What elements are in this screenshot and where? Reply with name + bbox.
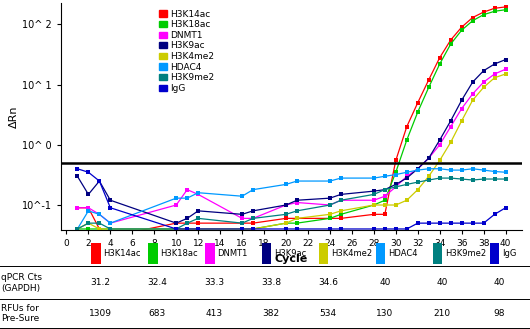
Bar <box>91 243 101 264</box>
Text: H3K9me2: H3K9me2 <box>445 249 486 258</box>
X-axis label: Cycle: Cycle <box>275 254 308 264</box>
Text: 40: 40 <box>436 278 447 288</box>
Text: 413: 413 <box>206 309 223 318</box>
Bar <box>433 243 443 264</box>
Text: 33.3: 33.3 <box>204 278 224 288</box>
Bar <box>148 243 157 264</box>
Text: 32.4: 32.4 <box>147 278 167 288</box>
Bar <box>376 243 385 264</box>
Text: 34.6: 34.6 <box>318 278 338 288</box>
Text: IgG: IgG <box>502 249 516 258</box>
Text: 210: 210 <box>434 309 450 318</box>
Text: 683: 683 <box>148 309 166 318</box>
Bar <box>490 243 499 264</box>
Text: 534: 534 <box>320 309 337 318</box>
Text: H3K18ac: H3K18ac <box>160 249 198 258</box>
Y-axis label: ΔRn: ΔRn <box>9 106 19 128</box>
Text: H3K4me2: H3K4me2 <box>331 249 372 258</box>
Text: 40: 40 <box>493 278 505 288</box>
Bar <box>319 243 329 264</box>
Text: H3K14ac: H3K14ac <box>103 249 141 258</box>
Text: 1309: 1309 <box>89 309 111 318</box>
Bar <box>262 243 271 264</box>
Text: 130: 130 <box>376 309 394 318</box>
Text: qPCR Cts
(GAPDH): qPCR Cts (GAPDH) <box>1 273 42 292</box>
Text: 40: 40 <box>379 278 391 288</box>
Bar <box>205 243 215 264</box>
Text: 98: 98 <box>493 309 505 318</box>
Text: DNMT1: DNMT1 <box>217 249 248 258</box>
Text: 33.8: 33.8 <box>261 278 281 288</box>
Text: HDAC4: HDAC4 <box>388 249 418 258</box>
Text: RFUs for
Pre-Sure: RFUs for Pre-Sure <box>1 304 39 323</box>
Text: H3K9ac: H3K9ac <box>274 249 306 258</box>
Legend: H3K14ac, H3K18ac, DNMT1, H3K9ac, H3K4me2, HDAC4, H3K9me2, IgG: H3K14ac, H3K18ac, DNMT1, H3K9ac, H3K4me2… <box>158 8 216 95</box>
Text: 382: 382 <box>262 309 279 318</box>
Text: 31.2: 31.2 <box>90 278 110 288</box>
